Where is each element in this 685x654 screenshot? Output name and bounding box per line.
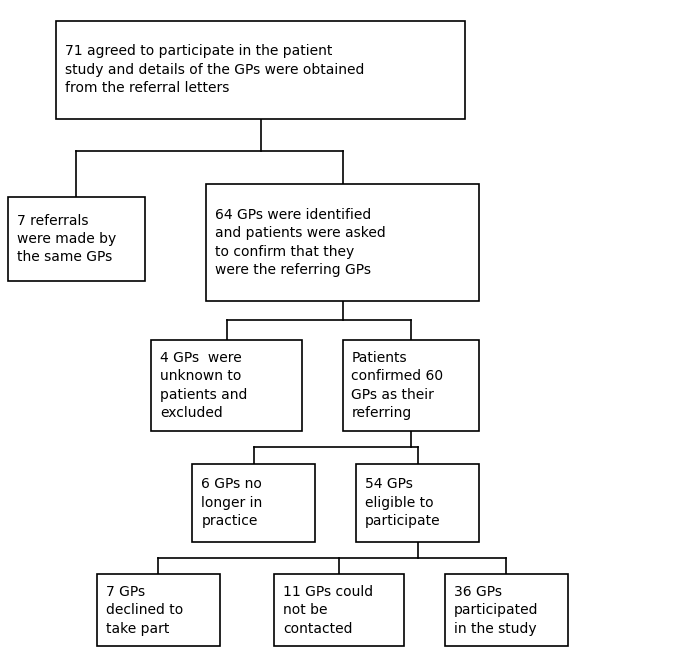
- FancyBboxPatch shape: [206, 184, 479, 301]
- Text: 6 GPs no
longer in
practice: 6 GPs no longer in practice: [201, 477, 262, 528]
- FancyBboxPatch shape: [8, 197, 145, 281]
- FancyBboxPatch shape: [356, 464, 479, 542]
- FancyBboxPatch shape: [151, 340, 301, 431]
- FancyBboxPatch shape: [445, 574, 568, 646]
- Text: 71 agreed to participate in the patient
study and details of the GPs were obtain: 71 agreed to participate in the patient …: [65, 44, 364, 95]
- Text: 7 referrals
were made by
the same GPs: 7 referrals were made by the same GPs: [17, 214, 116, 264]
- Text: 7 GPs
declined to
take part: 7 GPs declined to take part: [105, 585, 183, 636]
- FancyBboxPatch shape: [192, 464, 315, 542]
- Text: 54 GPs
eligible to
participate: 54 GPs eligible to participate: [365, 477, 440, 528]
- FancyBboxPatch shape: [274, 574, 404, 646]
- FancyBboxPatch shape: [97, 574, 220, 646]
- FancyBboxPatch shape: [56, 21, 465, 118]
- Text: Patients
confirmed 60
GPs as their
referring: Patients confirmed 60 GPs as their refer…: [351, 351, 443, 421]
- Text: 36 GPs
participated
in the study: 36 GPs participated in the study: [453, 585, 538, 636]
- FancyBboxPatch shape: [342, 340, 479, 431]
- Text: 4 GPs  were
unknown to
patients and
excluded: 4 GPs were unknown to patients and exclu…: [160, 351, 248, 421]
- Text: 64 GPs were identified
and patients were asked
to confirm that they
were the ref: 64 GPs were identified and patients were…: [215, 208, 386, 277]
- Text: 11 GPs could
not be
contacted: 11 GPs could not be contacted: [283, 585, 373, 636]
